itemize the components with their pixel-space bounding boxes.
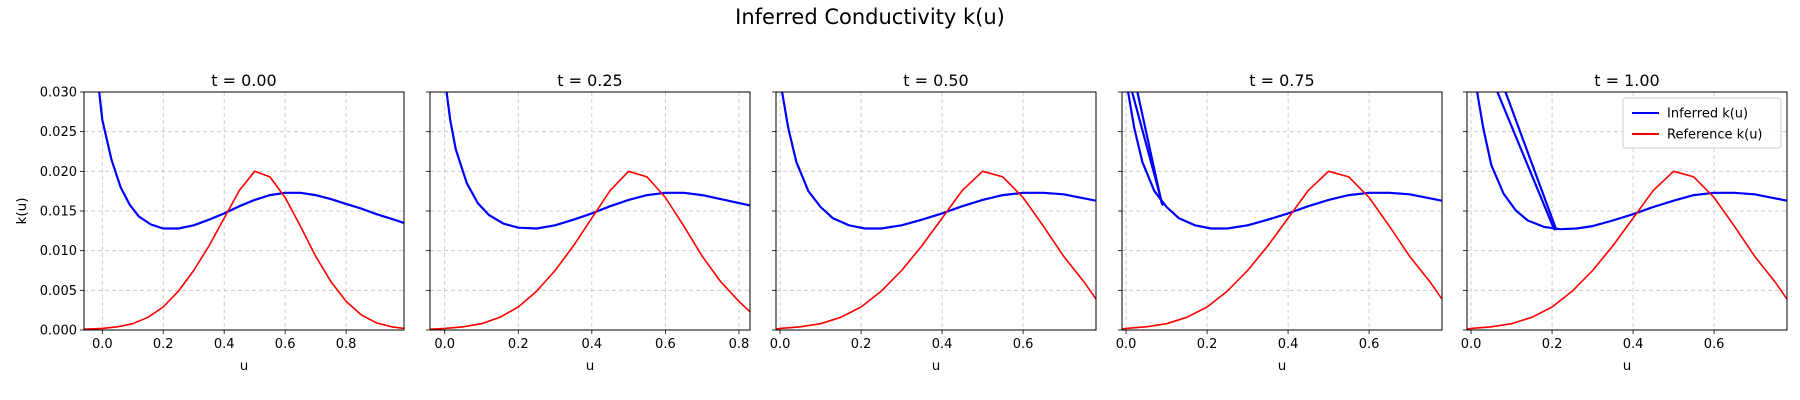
- subplot-title: t = 0.25: [557, 71, 622, 90]
- y-tick-label: 0.015: [40, 205, 77, 220]
- reference-series-line: [430, 170, 750, 330]
- x-tick-label: 0.6: [655, 337, 676, 352]
- subplot-title: t = 0.75: [1249, 71, 1314, 90]
- subplot-3: 0.0 0.2 0.4 0.6 t = 0.50 u: [770, 71, 1097, 374]
- legend-entry: Reference k(u): [1667, 128, 1763, 143]
- y-tick-label: 0.030: [40, 86, 77, 101]
- x-axis-label: u: [932, 358, 941, 374]
- inferred-series-line: [1475, 92, 1787, 231]
- axes-frame: [1466, 91, 1788, 331]
- x-axis-label: u: [1623, 358, 1632, 374]
- reference-series-line: [84, 170, 404, 330]
- reference-series-line: [776, 170, 1096, 330]
- x-tick-label: 0.0: [1116, 337, 1137, 352]
- y-tick-label: 0.025: [40, 125, 77, 140]
- y-tick-label: 0.020: [40, 165, 77, 180]
- x-tick-label: 0.0: [434, 337, 455, 352]
- inferred-series-line: [780, 92, 1096, 230]
- subplot-2: 0.0 0.2 0.4 0.6 0.8 t = 0.25 u: [426, 71, 751, 374]
- x-tick-label: 0.4: [1278, 337, 1299, 352]
- subplot-title: t = 1.00: [1594, 71, 1659, 90]
- x-tick-label: 0.6: [1013, 337, 1034, 352]
- x-tick-label: 0.2: [508, 337, 529, 352]
- x-tick-label: 0.2: [851, 337, 872, 352]
- inferred-series-line: [98, 92, 404, 230]
- x-tick-label: 0.2: [1197, 337, 1218, 352]
- subplot-4: 0.0 0.2 0.4 0.6 t = 0.75 u: [1116, 71, 1443, 374]
- inferred-series-line: [1496, 92, 1556, 231]
- x-axis-label: u: [240, 358, 249, 374]
- subplot-title: t = 0.50: [903, 71, 968, 90]
- y-tick-label: 0.010: [40, 244, 77, 259]
- x-tick-label: 0.8: [729, 337, 750, 352]
- reference-series-line: [1122, 170, 1442, 330]
- inferred-series-line: [1136, 92, 1163, 205]
- x-tick-label: 0.4: [932, 337, 953, 352]
- x-tick-label: 0.0: [92, 337, 113, 352]
- axes-frame: [83, 91, 405, 331]
- subplot-title: t = 0.00: [211, 71, 276, 90]
- x-tick-label: 0.6: [275, 337, 296, 352]
- x-tick-label: 0.8: [336, 337, 357, 352]
- x-tick-label: 0.4: [581, 337, 602, 352]
- x-tick-label: 0.4: [214, 337, 235, 352]
- axes-frame: [1121, 91, 1443, 331]
- inferred-series-line: [445, 92, 750, 230]
- x-tick-label: 0.2: [153, 337, 174, 352]
- subplot-5: 0.0 0.2 0.4 0.6 t = 1.00 u Inferred k(u) Refere…: [1461, 71, 1788, 374]
- x-tick-label: 0.0: [1461, 337, 1482, 352]
- y-tick-label: 0.005: [40, 284, 77, 299]
- legend-entry: Inferred k(u): [1667, 107, 1748, 122]
- legend: Inferred k(u) Reference k(u): [1622, 97, 1782, 149]
- y-tick-label: 0.000: [40, 324, 77, 339]
- x-tick-label: 0.2: [1542, 337, 1563, 352]
- x-axis-label: u: [1278, 358, 1287, 374]
- y-axis-label: k(u): [14, 198, 30, 225]
- x-tick-label: 0.0: [770, 337, 791, 352]
- figure-title: Inferred Conductivity k(u): [735, 5, 1005, 29]
- x-axis-label: u: [586, 358, 595, 374]
- x-tick-label: 0.4: [1623, 337, 1644, 352]
- reference-series-line: [1467, 170, 1787, 330]
- axes-frame: [429, 91, 751, 331]
- inferred-series-line: [1126, 92, 1442, 230]
- inferred-series-line: [1504, 92, 1558, 231]
- x-tick-label: 0.6: [1704, 337, 1725, 352]
- x-tick-label: 0.6: [1359, 337, 1380, 352]
- subplot-1: 0.000 0.005 0.010 0.015 0.020 0.025 0.030 0.0 0.…: [14, 71, 405, 374]
- legend-box: [1622, 97, 1782, 149]
- axes-frame: [775, 91, 1097, 331]
